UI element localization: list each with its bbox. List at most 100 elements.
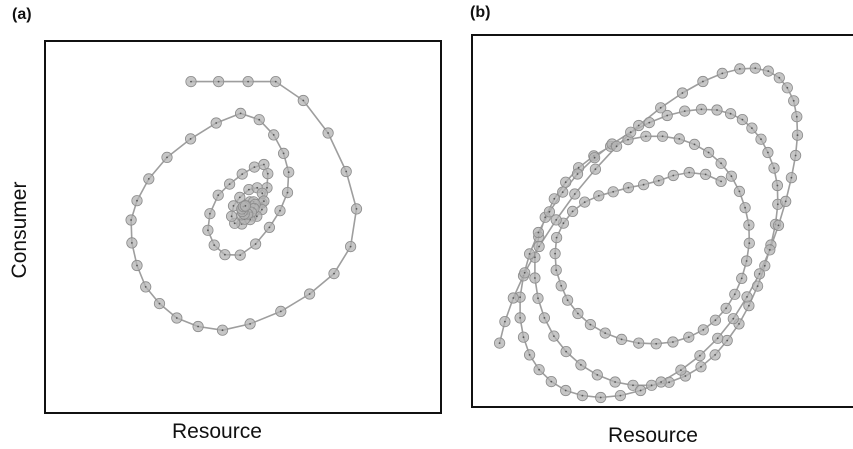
data-point-center-1-84 [648, 121, 651, 124]
data-point-center-1-50 [534, 256, 536, 259]
data-point-center-1-120 [786, 86, 789, 89]
data-point-center-1-115 [790, 176, 793, 179]
data-point-center-1-8 [597, 194, 600, 197]
data-point-center-0-11 [279, 310, 282, 313]
data-point-center-1-59 [632, 384, 634, 387]
data-point-center-1-85 [629, 131, 632, 134]
data-point-center-1-54 [553, 335, 555, 337]
data-point-center-1-74 [773, 167, 775, 170]
data-point-center-1-87 [593, 156, 596, 159]
data-point-center-1-123 [754, 67, 757, 70]
data-point-center-1-68 [756, 285, 759, 287]
data-point-center-0-0 [190, 80, 192, 83]
data-point-center-1-102 [599, 396, 602, 399]
data-point-center-1-131 [594, 168, 597, 171]
data-point-center-1-122 [767, 70, 770, 72]
data-point-center-1-96 [522, 336, 525, 339]
data-point-center-1-137 [504, 320, 506, 323]
data-point-center-1-62 [684, 375, 687, 377]
data-point-center-1-83 [666, 114, 669, 117]
data-point-center-1-116 [794, 154, 797, 157]
data-point-center-0-46 [266, 186, 268, 189]
data-point-center-0-52 [232, 205, 235, 207]
data-point-center-1-130 [615, 145, 618, 148]
data-point-center-1-117 [796, 134, 799, 137]
data-point-center-1-134 [538, 245, 540, 248]
data-point-center-1-48 [544, 216, 547, 219]
data-point-center-1-135 [523, 271, 526, 274]
data-point-center-0-26 [239, 112, 242, 115]
data-point-center-0-2 [247, 80, 250, 83]
data-point-center-0-57 [263, 200, 265, 203]
data-point-center-1-4 [657, 179, 660, 182]
data-point-center-1-91 [537, 231, 540, 234]
data-point-center-1-106 [680, 369, 682, 371]
y-axis-label: Consumer [8, 181, 31, 279]
data-point-center-0-54 [248, 188, 250, 191]
data-point-center-1-33 [744, 206, 746, 209]
data-point-center-1-25 [702, 328, 705, 331]
data-point-center-1-112 [768, 249, 771, 251]
data-point-center-1-39 [678, 138, 681, 140]
data-point-center-0-14 [197, 325, 200, 328]
data-point-center-0-23 [166, 156, 168, 159]
data-point-center-0-13 [221, 329, 224, 332]
data-point-center-0-32 [279, 209, 281, 212]
data-point-center-1-28 [733, 293, 736, 296]
data-point-center-1-75 [767, 151, 769, 154]
data-point-center-1-46 [564, 181, 567, 184]
data-point-center-1-51 [534, 277, 536, 279]
data-point-center-0-30 [287, 171, 290, 174]
data-point-center-0-56 [261, 192, 264, 195]
data-point-center-1-2 [688, 171, 691, 174]
data-point-center-1-17 [577, 312, 579, 315]
data-point-center-1-9 [583, 201, 586, 204]
data-point-center-1-34 [738, 190, 741, 193]
data-point-center-0-42 [241, 173, 244, 176]
data-point-center-1-100 [564, 389, 567, 392]
data-point-center-1-129 [637, 124, 640, 127]
data-point-center-1-38 [693, 143, 696, 146]
data-point-center-1-78 [741, 118, 744, 121]
data-point-center-1-36 [720, 162, 722, 165]
data-point-center-1-132 [573, 193, 576, 195]
data-point-center-0-22 [147, 178, 150, 180]
data-point-center-0-16 [158, 302, 161, 305]
data-point-center-1-67 [748, 304, 750, 307]
data-point-center-0-38 [207, 229, 209, 232]
data-point-center-1-104 [639, 389, 642, 392]
data-point-center-1-94 [519, 296, 521, 299]
data-point-center-0-36 [224, 253, 226, 256]
data-point-center-1-101 [581, 394, 584, 397]
data-point-center-0-9 [333, 272, 335, 275]
data-point-center-0-10 [308, 293, 311, 295]
data-point-center-1-108 [716, 337, 719, 340]
data-point-center-1-21 [637, 342, 640, 344]
data-point-center-1-22 [655, 342, 658, 345]
data-point-center-0-24 [189, 138, 192, 140]
data-point-center-0-43 [253, 166, 256, 169]
x-axis-label-b: Resource [608, 424, 698, 447]
data-point-center-1-125 [721, 72, 724, 75]
data-point-center-1-63 [700, 365, 702, 368]
data-point-center-1-98 [538, 368, 540, 371]
data-point-center-1-10 [571, 210, 574, 213]
data-point-center-1-60 [650, 384, 653, 387]
data-point-center-1-11 [562, 222, 565, 225]
data-point-center-1-6 [627, 186, 630, 189]
data-point-center-1-109 [732, 317, 735, 320]
data-point-center-0-12 [249, 323, 252, 325]
data-point-center-1-27 [725, 307, 727, 310]
data-point-center-0-41 [228, 183, 231, 186]
data-point-center-1-5 [642, 183, 645, 186]
data-point-center-1-81 [700, 108, 703, 111]
data-point-center-0-50 [233, 222, 236, 225]
data-point-center-1-29 [740, 277, 743, 280]
data-point-center-1-72 [776, 203, 779, 206]
x-axis-label-a: Resource [172, 420, 262, 443]
data-point-center-1-45 [577, 166, 580, 169]
data-point-center-1-18 [589, 323, 592, 326]
data-point-center-1-119 [792, 99, 795, 102]
data-point-center-0-1 [217, 80, 220, 83]
